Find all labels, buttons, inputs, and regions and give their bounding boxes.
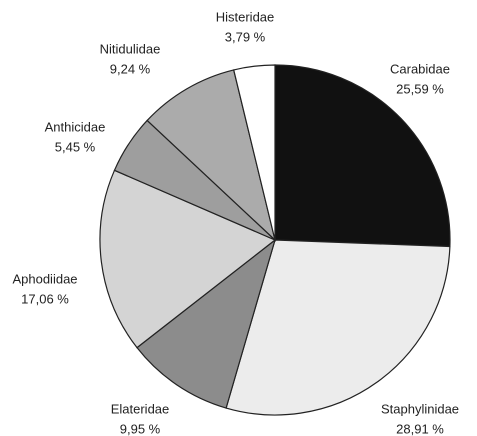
pie-slice	[136, 238, 277, 409]
slice-value-label: 25,59 %	[396, 81, 444, 96]
pie-slice	[274, 64, 451, 248]
slice-label: Staphylinidae	[381, 401, 459, 416]
slice-value-label: 28,91 %	[396, 421, 444, 436]
slice-label: Histeridae	[216, 9, 275, 24]
slice-value-label: 9,24 %	[110, 61, 151, 76]
slice-value-label: 5,45 %	[55, 139, 96, 154]
pie-slice	[99, 169, 277, 349]
slice-label: Nitidulidae	[100, 41, 161, 56]
slice-value-label: 17,06 %	[21, 291, 69, 306]
pie-slice	[225, 239, 451, 416]
slice-value-label: 3,79 %	[225, 29, 266, 44]
slice-label: Aphodiidae	[12, 271, 77, 286]
pie-slice	[146, 69, 277, 242]
slice-label: Anthicidae	[45, 119, 106, 134]
slice-label: Carabidae	[390, 61, 450, 76]
pie-slice	[232, 64, 276, 241]
slice-value-label: 9,95 %	[120, 421, 161, 436]
slice-label: Elateridae	[111, 401, 170, 416]
